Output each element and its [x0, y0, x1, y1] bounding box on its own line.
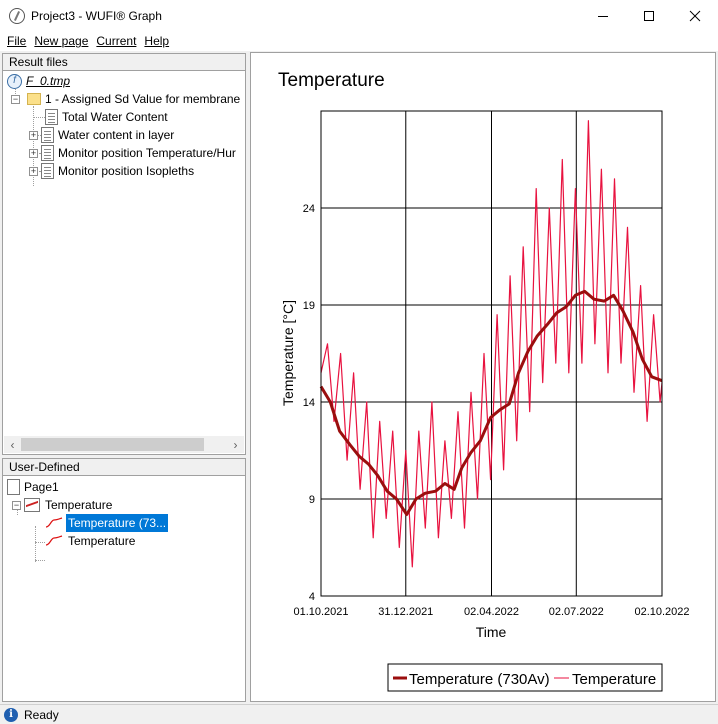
menu-new-page[interactable]: New page — [30, 34, 92, 48]
minimize-button[interactable] — [580, 0, 626, 31]
folder-icon — [27, 93, 41, 105]
status-text: Ready — [24, 707, 59, 722]
y-tick-label: 9 — [309, 494, 315, 506]
title-bar: Project3 - WUFI® Graph — [0, 0, 718, 31]
status-bar: i Ready — [0, 704, 718, 724]
tree-curve-label-selected: Temperature (73... — [66, 514, 169, 532]
y-axis-label: Temperature [°C] — [280, 300, 296, 406]
tree-graph-label: Temperature — [45, 498, 113, 512]
chart-panel: Temperature 4 9 14 19 24 01.10.2021 31.12.202… — [250, 52, 716, 702]
chart-icon — [24, 498, 40, 512]
window-controls — [580, 0, 718, 31]
menu-current-label: Current — [96, 34, 137, 48]
close-button[interactable] — [672, 0, 718, 31]
user-defined-panel: User-Defined Page1 − Temperature Tempera… — [2, 458, 246, 702]
user-defined-tree[interactable]: Page1 − Temperature Temperature (73... T… — [2, 475, 246, 702]
series-line-raw — [320, 120, 663, 568]
y-tick-label: 24 — [303, 203, 315, 215]
scroll-left-icon[interactable]: ‹ — [10, 437, 15, 452]
scroll-right-icon[interactable]: › — [233, 437, 238, 452]
tree-item-label: Water content in layer — [58, 128, 175, 142]
tree-page-label: Page1 — [24, 480, 59, 494]
horizontal-scrollbar[interactable]: ‹ › — [4, 436, 244, 453]
menu-help-label: Help — [144, 34, 170, 48]
page-icon — [7, 479, 20, 495]
menu-help[interactable]: Help — [140, 34, 173, 48]
y-tick-labels: 4 9 14 19 24 — [303, 203, 315, 603]
curve-icon — [45, 517, 63, 528]
tree-case-label: 1 - Assigned Sd Value for membrane — [45, 92, 241, 106]
tree-curve-raw[interactable]: Temperature — [45, 532, 137, 550]
document-icon — [41, 145, 54, 161]
chart-grid — [321, 111, 662, 596]
result-file-icon: f — [7, 73, 22, 89]
tree-root-label: F_0.tmp — [26, 74, 71, 88]
tree-curve-label: Temperature — [68, 534, 136, 548]
app-icon — [9, 7, 25, 24]
info-icon: i — [4, 707, 18, 722]
minimize-icon — [598, 15, 608, 17]
y-tick-label: 19 — [303, 300, 315, 312]
result-files-header: Result files — [2, 53, 246, 70]
tree-item-total-water[interactable]: Total Water Content — [45, 108, 168, 126]
expand-icon[interactable]: + — [29, 129, 38, 140]
menu-current[interactable]: Current — [92, 34, 140, 48]
y-tick-label: 14 — [303, 397, 315, 409]
window-title: Project3 - WUFI® Graph — [31, 8, 162, 23]
tree-curve-average[interactable]: Temperature (73... — [45, 514, 169, 532]
plot-frame — [320, 110, 663, 597]
tree-item-label: Total Water Content — [62, 110, 168, 124]
chart-title: Temperature — [278, 70, 385, 91]
tree-page[interactable]: Page1 — [7, 478, 59, 496]
result-files-tree[interactable]: f F_0.tmp − 1 - Assigned Sd Value for me… — [2, 70, 246, 455]
panel-splitter[interactable] — [246, 52, 250, 702]
x-axis-label: Time — [476, 624, 507, 640]
tree-graph[interactable]: − Temperature — [12, 496, 112, 514]
close-icon — [689, 10, 701, 21]
x-tick-label: 31.12.2021 — [378, 606, 433, 618]
collapse-icon[interactable]: − — [11, 93, 20, 104]
expand-icon[interactable]: + — [29, 165, 38, 176]
menu-bar: File New page Current Help — [0, 31, 718, 51]
menu-new-page-label: New page — [34, 34, 89, 48]
tree-item-monitor-isopleths[interactable]: + Monitor position Isopleths — [29, 162, 194, 180]
tree-item-label: Monitor position Isopleths — [58, 164, 195, 178]
tree-root[interactable]: f F_0.tmp — [7, 72, 70, 90]
document-icon — [41, 163, 54, 179]
tree-item-water-layer[interactable]: + Water content in layer — [29, 126, 174, 144]
x-tick-label: 02.10.2022 — [634, 606, 689, 618]
user-defined-header: User-Defined — [2, 458, 246, 475]
y-tick-label: 4 — [309, 591, 315, 603]
maximize-button[interactable] — [626, 0, 672, 31]
x-tick-label: 02.07.2022 — [549, 606, 604, 618]
expand-icon[interactable]: + — [29, 147, 38, 158]
tree-item-monitor-temp[interactable]: + Monitor position Temperature/Hur — [29, 144, 236, 162]
menu-file[interactable]: File — [0, 34, 30, 48]
series-line-average — [319, 289, 663, 516]
x-tick-label: 02.04.2022 — [464, 606, 519, 618]
temperature-chart: Temperature 4 9 14 19 24 01.10.2021 31.12.202… — [278, 70, 690, 692]
document-icon — [41, 127, 54, 143]
scrollbar-thumb[interactable] — [21, 438, 204, 451]
collapse-icon[interactable]: − — [12, 499, 21, 510]
x-tick-labels: 01.10.2021 31.12.2021 02.04.2022 02.07.2022… — [293, 606, 689, 618]
chart-series — [319, 120, 663, 568]
legend-label-raw: Temperature — [572, 671, 656, 688]
menu-file-label: File — [7, 34, 27, 48]
tree-item-label: Monitor position Temperature/Hur — [58, 146, 236, 160]
curve-icon — [45, 535, 63, 546]
maximize-icon — [644, 10, 654, 21]
document-icon — [45, 109, 58, 125]
result-files-panel: Result files f F_0.tmp − 1 - Assigned Sd… — [2, 53, 246, 455]
x-tick-label: 01.10.2021 — [293, 606, 348, 618]
tree-case[interactable]: − 1 - Assigned Sd Value for membrane — [11, 90, 240, 108]
legend-box — [387, 663, 663, 692]
chart-legend: Temperature (730Av) Temperature — [387, 663, 663, 692]
legend-label-average: Temperature (730Av) — [409, 671, 550, 688]
